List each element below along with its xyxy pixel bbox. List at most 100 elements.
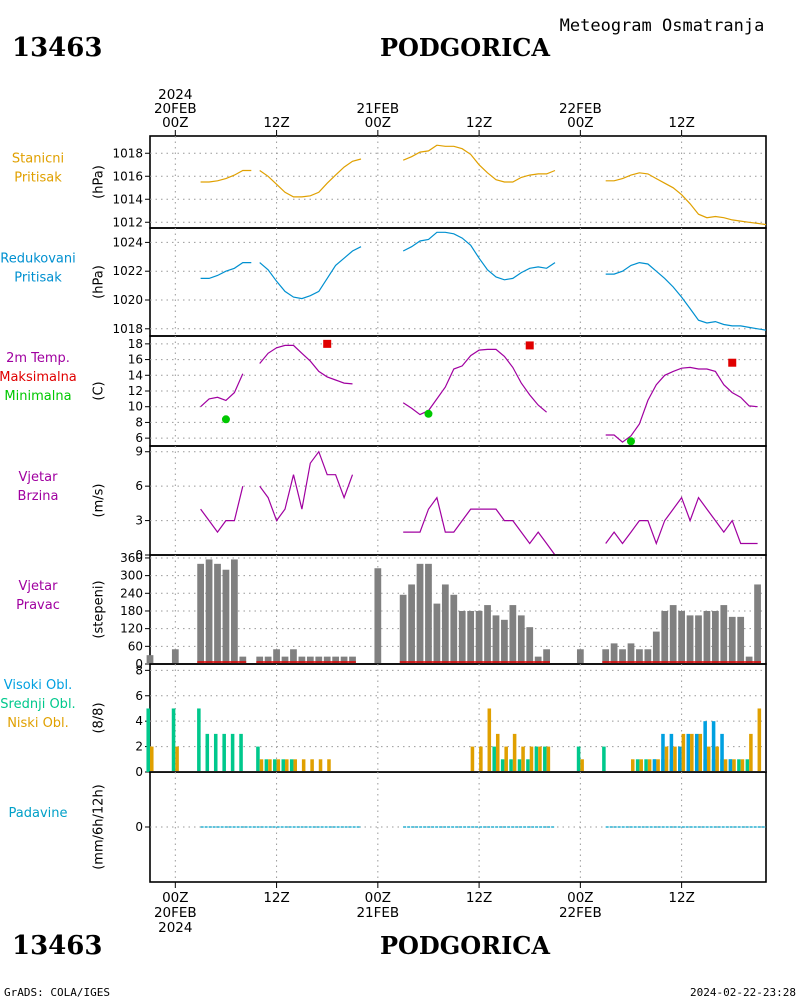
low-cloud-bar [639, 759, 643, 772]
y-tick-label: 1018 [112, 322, 143, 336]
y-tick-label: 14 [128, 368, 143, 382]
wind-dir-bar [720, 605, 728, 664]
low-cloud-bar [690, 733, 694, 772]
station-pressure-line [402, 144, 556, 183]
temperature-line [605, 366, 758, 443]
wind-dir-bar [737, 616, 745, 664]
precip-panel: 0 Padavine (mm/6h/12h) [9, 771, 767, 883]
x-tick-label-top: 12Z [263, 115, 289, 131]
station-pressure-line [200, 169, 252, 183]
wind-dir-bar [678, 610, 685, 664]
wind-dir-bar [728, 616, 736, 664]
y-tick-label: 9 [135, 445, 143, 459]
wind-dir-bar [711, 610, 719, 664]
wind-dir-bar [298, 656, 306, 664]
y-tick-label: 0 [135, 657, 143, 671]
timestamp: 2024-02-22-23:28 [690, 986, 796, 999]
y-tick-label: 180 [120, 604, 143, 618]
wind-dir-bar [467, 610, 475, 664]
x-tick-label-top: 12Z [668, 115, 694, 131]
low-cloud-bar [630, 759, 635, 772]
x-tick-label-bottom: 2024 [158, 920, 192, 936]
low-cloud-bar [723, 759, 728, 772]
x-tick-label-top: 00Z [162, 115, 188, 131]
mid-cloud-bar [602, 746, 606, 772]
x-tick-label-bottom: 12Z [263, 890, 289, 906]
panel-unit-label: (stepeni) [92, 580, 107, 638]
x-tick-label-bottom: 20FEB [154, 905, 197, 921]
clouds-panel: 0 2 4 6 8 Visoki Obl. Srednji Obl. Niski Obl. (8… [0, 663, 767, 779]
wind-dir-bar [661, 610, 669, 664]
low-cloud-bar [495, 733, 500, 772]
wind-dir-bar [239, 656, 247, 664]
reduced_pressure-frame [149, 227, 767, 337]
panel-label-line: Visoki Obl. [4, 678, 72, 693]
wind_speed-frame [149, 445, 767, 556]
low-cloud-bar [512, 733, 517, 772]
low-cloud-bar [732, 759, 736, 772]
mid-cloud-bar [197, 708, 201, 772]
mid-cloud-bar [289, 759, 294, 772]
wind-dir-bar [501, 619, 508, 664]
mid-cloud-bar [526, 759, 530, 772]
mid-cloud-bar [500, 759, 505, 772]
low-cloud-bar [538, 746, 542, 772]
panel-label-line: Niski Obl. [7, 716, 69, 731]
x-tick-label-bottom: 00Z [365, 890, 391, 906]
wind-dir-bar [517, 615, 525, 664]
y-tick-label: 1020 [112, 293, 143, 307]
mid-cloud-bar [264, 759, 269, 772]
wind-dir-bar [754, 584, 761, 664]
reduced-pressure-line [605, 261, 767, 331]
reduced_pressure-panel: 1018 1020 1022 1024 Redukovani Pritisak (hPa) [0, 227, 767, 337]
station-pressure-line [605, 172, 767, 226]
wind-dir-bar [644, 649, 652, 664]
mid-cloud-bar [534, 746, 539, 772]
wind-dir-bar [627, 643, 635, 664]
y-tick-label: 2 [135, 740, 143, 754]
station_pressure-panel: 1012 1014 1016 1018 Stanicni Pritisak (hPa) [12, 135, 767, 229]
station-name: PODGORICA [380, 33, 550, 62]
low-cloud-bar [673, 746, 677, 772]
reduced-pressure-line [259, 246, 362, 300]
panel-label-line: Padavine [9, 806, 68, 821]
wind-dir-bar [450, 594, 458, 664]
y-tick-label: 240 [120, 586, 143, 600]
panel-unit-label: (m/s) [92, 484, 107, 518]
wind-dir-bar [526, 627, 534, 664]
wind_speed-panel: 0 3 6 9 Vjetar Brzina (m/s) [18, 445, 767, 562]
y-tick-label: 6 [135, 479, 143, 493]
y-tick-label: 1012 [112, 215, 143, 229]
y-tick-label: 8 [135, 415, 143, 429]
x-tick-label-bottom: 12Z [668, 890, 694, 906]
panel-label-line: Pritisak [14, 271, 62, 286]
low-cloud-bar [740, 759, 745, 772]
panel-label-line: Vjetar [19, 470, 59, 485]
y-tick-label: 1014 [112, 192, 143, 206]
panel-unit-label: (hPa) [92, 165, 107, 199]
wind-dir-bar [214, 563, 221, 664]
low-cloud-bar [504, 746, 508, 772]
wind-dir-bar [222, 569, 230, 664]
mid-cloud-bar [644, 759, 648, 772]
y-tick-label: 8 [135, 663, 143, 677]
tmax-marker [323, 339, 332, 348]
y-tick-label: 1016 [112, 169, 143, 183]
wind-dir-bar [315, 656, 323, 664]
footer-station-name: PODGORICA [380, 931, 550, 960]
tmin-marker [626, 437, 635, 446]
low-cloud-bar [681, 733, 686, 772]
x-tick-label-top: 00Z [567, 115, 593, 131]
tmax-marker [728, 358, 737, 367]
high-cloud-bar [652, 759, 657, 772]
y-tick-label: 360 [120, 551, 143, 565]
low-cloud-bar [301, 759, 306, 772]
wind-dir-bar [610, 643, 618, 664]
mid-cloud-bar [222, 733, 226, 772]
low-cloud-bar [656, 759, 660, 772]
wind-dir-bar [652, 631, 660, 664]
low-cloud-bar [647, 759, 652, 772]
x-tick-label-bottom: 21FEB [356, 905, 399, 921]
